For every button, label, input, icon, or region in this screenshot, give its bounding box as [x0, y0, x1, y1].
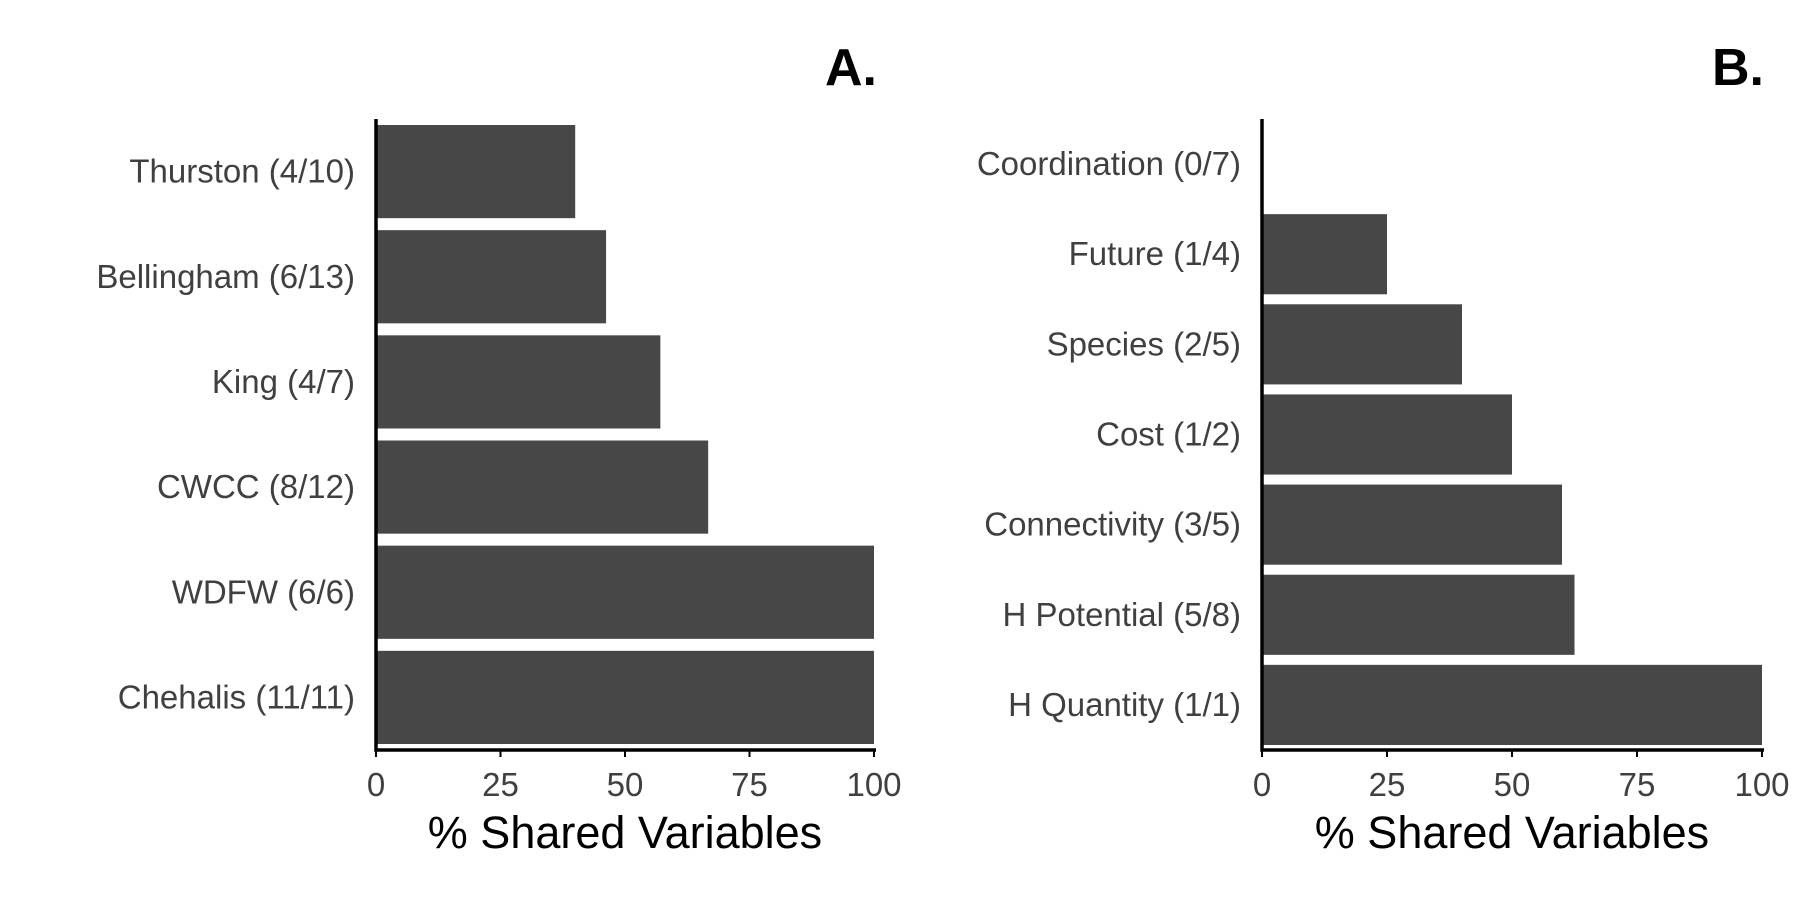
bar — [1262, 574, 1575, 655]
category-label: Coordination (0/7) — [977, 145, 1241, 182]
category-label: WDFW (6/6) — [172, 573, 355, 610]
category-label: H Potential (5/8) — [1003, 596, 1241, 633]
bar — [1262, 664, 1762, 745]
bar — [1262, 394, 1512, 475]
category-label: Cost (1/2) — [1096, 416, 1241, 453]
bar — [376, 650, 874, 744]
panel-label: B. — [1712, 39, 1764, 97]
x-tick-label: 25 — [1369, 766, 1406, 803]
category-label: King (4/7) — [212, 363, 355, 400]
x-axis-title: % Shared Variables — [428, 807, 822, 858]
category-label: Chehalis (11/11) — [118, 678, 355, 715]
bar — [376, 230, 607, 324]
category-label: H Quantity (1/1) — [1008, 686, 1241, 723]
category-label: Thurston (4/10) — [129, 153, 355, 190]
x-axis-title: % Shared Variables — [1315, 807, 1709, 858]
category-label: Future (1/4) — [1069, 235, 1241, 272]
category-label: Bellingham (6/13) — [96, 258, 355, 295]
bar — [376, 125, 576, 219]
category-label: Connectivity (3/5) — [984, 506, 1241, 543]
bar — [1262, 484, 1562, 565]
x-tick-label: 25 — [482, 766, 519, 803]
x-tick-label: 100 — [1734, 766, 1789, 803]
x-tick-label: 50 — [607, 766, 644, 803]
x-tick-label: 0 — [1253, 766, 1271, 803]
panel-label: A. — [825, 39, 877, 97]
bar — [1262, 304, 1462, 385]
category-label: CWCC (8/12) — [157, 468, 355, 505]
x-tick-label: 0 — [367, 766, 385, 803]
x-tick-label: 75 — [731, 766, 768, 803]
x-tick-label: 75 — [1619, 766, 1656, 803]
bar — [376, 440, 709, 534]
bar — [376, 335, 661, 429]
category-label: Species (2/5) — [1047, 325, 1241, 362]
bar — [376, 545, 874, 639]
x-tick-label: 50 — [1494, 766, 1531, 803]
x-tick-label: 100 — [846, 766, 901, 803]
bar — [1262, 214, 1387, 295]
